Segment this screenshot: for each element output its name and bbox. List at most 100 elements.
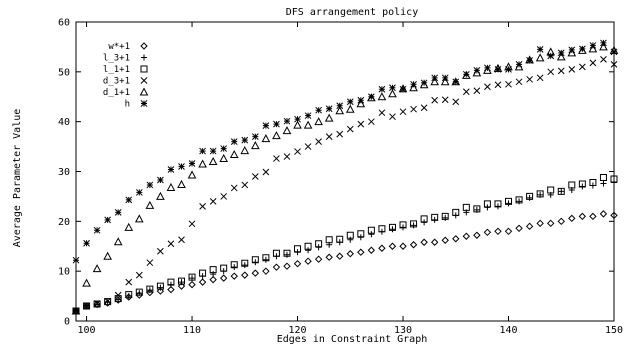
y-tick-label: 50 xyxy=(58,67,70,78)
data-point xyxy=(526,192,534,200)
legend-label: w*+1 xyxy=(108,42,130,52)
data-point xyxy=(156,191,165,200)
legend-label: d_1+1 xyxy=(103,88,130,98)
data-point xyxy=(209,275,217,284)
legend-marker xyxy=(140,65,148,73)
data-point xyxy=(515,196,523,204)
data-point xyxy=(303,120,313,129)
data-point xyxy=(304,242,312,250)
y-tick-label: 60 xyxy=(58,18,70,29)
x-tick-label: 140 xyxy=(499,325,517,336)
data-point xyxy=(347,236,354,243)
data-point xyxy=(241,271,249,279)
data-point xyxy=(588,44,598,53)
data-point xyxy=(283,262,291,270)
data-point xyxy=(431,96,439,104)
data-point xyxy=(146,259,154,267)
data-point xyxy=(157,247,164,255)
data-point xyxy=(146,288,154,297)
data-point xyxy=(241,181,249,189)
data-point xyxy=(314,117,323,126)
data-point xyxy=(325,236,333,244)
legend-label: d_3+1 xyxy=(103,77,130,87)
data-point xyxy=(589,178,597,186)
data-point xyxy=(220,193,228,200)
data-point xyxy=(167,166,175,173)
data-point xyxy=(420,104,428,112)
data-point xyxy=(410,105,417,113)
data-point xyxy=(388,223,396,231)
data-point xyxy=(124,222,134,231)
axis-ticks: 100 110 120 130 140 150 0 10 20 30 40 50 60 xyxy=(58,18,623,337)
data-point xyxy=(505,80,512,88)
data-point xyxy=(420,79,428,87)
data-point xyxy=(579,183,586,190)
data-point xyxy=(93,300,101,308)
legend-marker xyxy=(140,100,148,107)
data-point xyxy=(368,231,375,238)
data-point xyxy=(71,306,81,315)
data-point xyxy=(231,264,238,271)
data-point xyxy=(462,70,470,78)
data-point xyxy=(473,231,481,239)
data-point xyxy=(600,56,607,63)
data-point xyxy=(505,200,512,207)
data-point xyxy=(93,300,101,307)
data-point xyxy=(368,93,375,101)
data-point xyxy=(441,236,449,244)
data-point xyxy=(230,261,238,269)
data-point xyxy=(135,271,143,279)
data-point xyxy=(535,53,545,62)
data-point xyxy=(114,291,122,299)
y-tick-label: 0 xyxy=(64,317,70,328)
data-point xyxy=(92,264,102,273)
data-point xyxy=(494,200,502,208)
x-tick-label: 130 xyxy=(394,325,412,336)
data-point xyxy=(441,96,449,104)
data-point xyxy=(220,264,228,272)
data-point xyxy=(198,278,207,286)
data-point xyxy=(250,141,260,150)
data-point xyxy=(262,168,270,176)
data-point xyxy=(589,42,597,49)
data-point xyxy=(557,217,565,226)
data-point xyxy=(251,133,259,140)
data-point xyxy=(400,224,407,231)
data-point xyxy=(484,64,491,72)
series-diamond xyxy=(72,210,618,315)
data-point xyxy=(336,130,344,138)
data-point xyxy=(104,298,112,306)
legend-label: h xyxy=(125,100,130,110)
data-point xyxy=(304,112,312,120)
data-point xyxy=(589,59,597,67)
data-point xyxy=(409,241,418,249)
data-point xyxy=(526,194,533,201)
data-point xyxy=(294,245,302,253)
data-point xyxy=(230,184,238,192)
data-point xyxy=(325,105,333,113)
data-point xyxy=(473,87,481,95)
data-point xyxy=(145,200,155,209)
data-point xyxy=(578,63,586,71)
data-point xyxy=(188,160,196,167)
data-point xyxy=(210,271,217,278)
data-point xyxy=(431,213,439,221)
data-point xyxy=(525,222,534,231)
data-point xyxy=(315,138,322,145)
data-point xyxy=(282,126,292,135)
data-point xyxy=(536,46,544,53)
data-point xyxy=(283,251,290,258)
data-point xyxy=(368,118,375,126)
data-point xyxy=(125,196,133,204)
data-point xyxy=(83,239,90,247)
data-point xyxy=(94,301,101,308)
data-point xyxy=(484,83,491,91)
data-point xyxy=(241,259,249,267)
series-star xyxy=(72,39,618,264)
data-point xyxy=(578,180,586,188)
data-point xyxy=(473,66,481,74)
data-point xyxy=(557,67,565,75)
data-point xyxy=(103,251,112,260)
data-point xyxy=(230,138,238,145)
